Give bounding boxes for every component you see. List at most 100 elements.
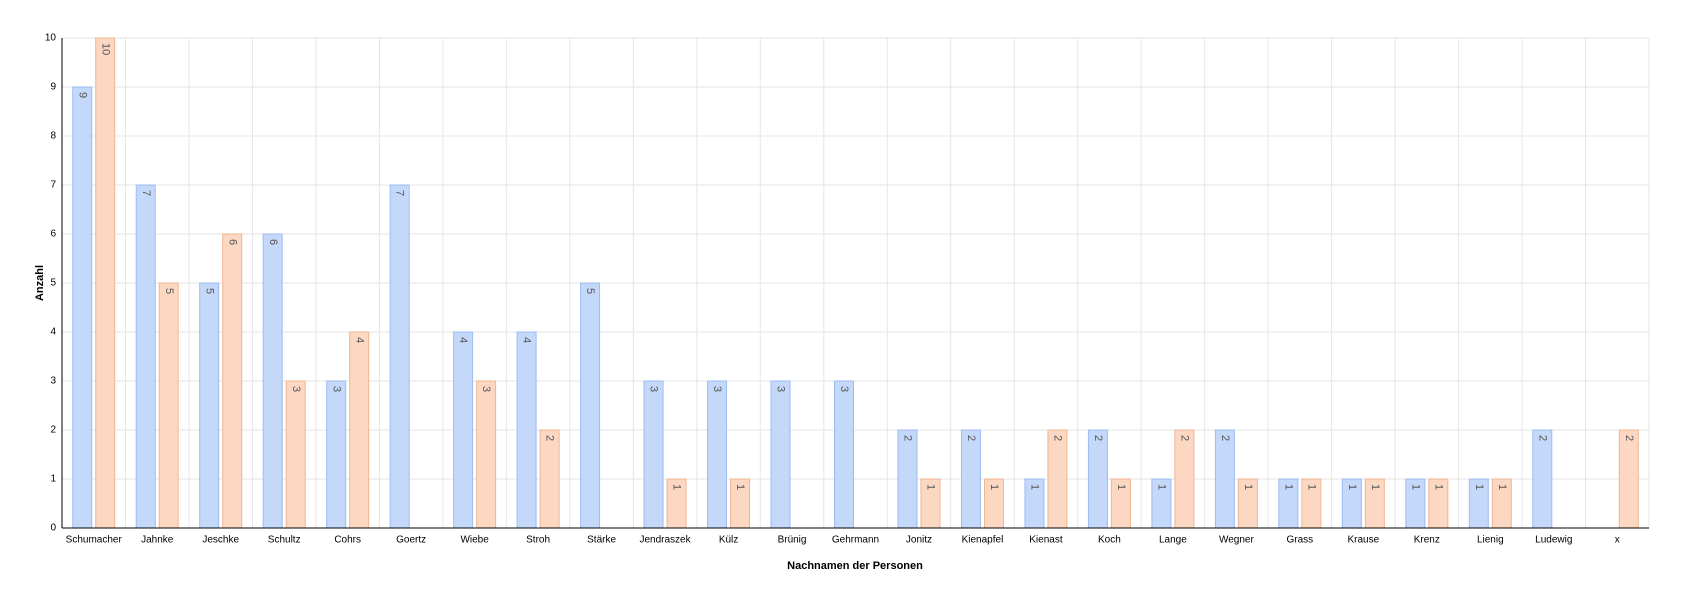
y-tick-label: 7 [50,180,56,191]
x-tick-label: Jendraszek [639,535,691,546]
x-tick-label: Jeschke [202,535,239,546]
x-axis-label: Nachnamen der Personen [787,560,923,572]
x-tick-label: Goertz [396,535,426,546]
bar [516,331,537,529]
data-label: 6 [226,239,238,245]
y-tick-label: 6 [50,229,56,240]
data-label: 1 [1496,484,1508,490]
x-tick-label: Kienapfel [962,535,1004,546]
bar [1532,429,1553,529]
y-tick-label: 10 [45,33,57,44]
bar [95,37,116,529]
data-label: 1 [988,484,1000,490]
data-label: 4 [353,337,365,343]
bar [389,184,410,529]
x-tick-label: Wiebe [460,535,489,546]
data-label: 7 [394,190,406,196]
data-label: 1 [1346,484,1358,490]
data-label: 5 [163,288,175,294]
x-tick-label: Grass [1287,535,1314,546]
data-label: 1 [1473,484,1485,490]
data-label: 2 [1178,435,1190,441]
bar [580,282,601,529]
x-tick-label: Koch [1098,535,1121,546]
bar [960,429,981,529]
bar [349,331,370,529]
bar [770,380,791,529]
bar [326,380,347,529]
bar [135,184,156,529]
data-label: 4 [521,337,533,343]
data-label: 10 [99,43,111,55]
data-label: 2 [902,435,914,441]
x-tick-label: Krause [1347,535,1379,546]
bar [476,380,497,529]
y-tick-label: 3 [50,376,56,387]
bar [1047,429,1068,529]
bar [158,282,179,529]
x-tick-label: Külz [719,535,738,546]
bar [453,331,474,529]
data-label: 2 [1219,435,1231,441]
x-tick-label: Lange [1159,535,1187,546]
data-label: 1 [1115,484,1127,490]
data-label: 2 [965,435,977,441]
x-tick-label: x [1615,535,1620,546]
x-tick-label: Ludewig [1535,535,1572,546]
bar [1214,429,1235,529]
data-label: 1 [1432,484,1444,490]
bar [897,429,918,529]
data-label: 1 [1029,484,1041,490]
data-label: 2 [1092,435,1104,441]
bar [199,282,220,529]
data-label: 3 [480,386,492,392]
x-tick-label: Cohrs [334,535,361,546]
data-label: 3 [711,386,723,392]
data-label: 2 [1536,435,1548,441]
bar [834,380,854,529]
data-label: 1 [734,484,746,490]
bar [1618,429,1639,529]
data-label: 2 [1052,435,1064,441]
data-label: 7 [140,190,152,196]
x-tick-label: Krenz [1414,535,1440,546]
y-tick-label: 9 [50,82,56,93]
y-tick-label: 5 [50,278,56,289]
bar [285,380,306,529]
x-tick-label: Lienig [1477,535,1504,546]
x-tick-label: Brünig [778,535,807,546]
y-axis-label: Anzahl [34,265,46,301]
y-tick-label: 8 [50,131,56,142]
data-label: 1 [1155,484,1167,490]
data-label: 1 [1242,484,1254,490]
data-label: 1 [925,484,937,490]
bar [643,380,664,529]
y-tick-label: 4 [50,327,56,338]
x-tick-label: Stroh [526,535,550,546]
data-label: 3 [838,386,850,392]
data-label: 3 [290,386,302,392]
data-label: 1 [1282,484,1294,490]
data-label: 2 [544,435,556,441]
y-tick-label: 1 [50,474,56,485]
data-label: 3 [330,386,342,392]
x-tick-label: Schumacher [66,535,123,546]
bar [262,233,283,529]
y-tick-label: 2 [50,425,56,436]
x-tick-label: Wegner [1219,535,1255,546]
x-tick-label: Schultz [268,535,301,546]
bar [72,86,93,529]
x-tick-label: Jonitz [906,535,932,546]
x-tick-label: Jahnke [141,535,174,546]
data-label: 1 [671,484,683,490]
bar [707,380,728,529]
data-label: 4 [457,337,469,343]
data-label: 1 [1369,484,1381,490]
x-tick-label: Kienast [1029,535,1063,546]
x-tick-label: Gehrmann [832,535,879,546]
data-label: 1 [1305,484,1317,490]
bar [1087,429,1108,529]
bar [539,429,560,529]
